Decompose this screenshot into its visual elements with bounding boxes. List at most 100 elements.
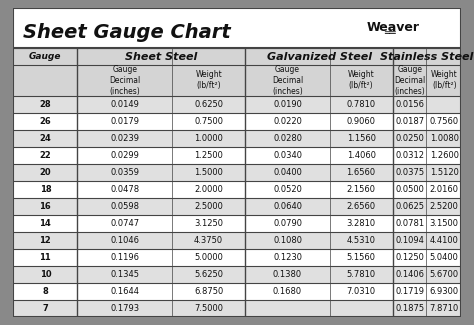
- Text: 0.0640: 0.0640: [273, 202, 302, 211]
- Text: 0.7500: 0.7500: [194, 117, 223, 125]
- Text: 0.0312: 0.0312: [396, 150, 425, 160]
- Text: 2.0000: 2.0000: [194, 185, 223, 194]
- Text: 18: 18: [39, 185, 51, 194]
- Text: 0.0400: 0.0400: [273, 168, 302, 177]
- Bar: [13, 266, 461, 283]
- Text: 0.0625: 0.0625: [396, 202, 425, 211]
- Bar: [13, 300, 461, 317]
- Text: 16: 16: [39, 202, 51, 211]
- Text: 1.1560: 1.1560: [346, 134, 375, 143]
- Text: Sheet Gauge Chart: Sheet Gauge Chart: [23, 23, 230, 42]
- Text: Gauge
Decimal
(inches): Gauge Decimal (inches): [272, 65, 303, 96]
- Text: 0.7810: 0.7810: [346, 99, 376, 109]
- Text: 1.5120: 1.5120: [430, 168, 459, 177]
- Text: 0.1406: 0.1406: [396, 270, 425, 279]
- Text: 6.8750: 6.8750: [194, 287, 223, 296]
- Text: 0.0250: 0.0250: [396, 134, 425, 143]
- Text: 1.0080: 1.0080: [430, 134, 459, 143]
- Text: 0.0375: 0.0375: [396, 168, 425, 177]
- Text: Sheet Steel: Sheet Steel: [125, 52, 198, 61]
- Text: 2.1560: 2.1560: [346, 185, 375, 194]
- Text: 1.6560: 1.6560: [346, 168, 376, 177]
- Text: 0.0220: 0.0220: [273, 117, 302, 125]
- Text: 2.5000: 2.5000: [194, 202, 223, 211]
- Text: 5.6250: 5.6250: [194, 270, 223, 279]
- Text: Weight
(lb/ft²): Weight (lb/ft²): [348, 71, 374, 90]
- Text: 7: 7: [43, 304, 48, 313]
- Bar: [13, 249, 461, 266]
- Bar: [13, 198, 461, 215]
- Text: 0.1875: 0.1875: [396, 304, 425, 313]
- Text: 5.0400: 5.0400: [430, 253, 459, 262]
- Text: 14: 14: [39, 219, 51, 228]
- Text: 0.0239: 0.0239: [110, 134, 139, 143]
- Text: 1.4060: 1.4060: [346, 150, 375, 160]
- Text: 0.1680: 0.1680: [273, 287, 302, 296]
- Text: 20: 20: [39, 168, 51, 177]
- Text: 8: 8: [43, 287, 48, 296]
- Text: 6.9300: 6.9300: [429, 287, 459, 296]
- Text: 7.5000: 7.5000: [194, 304, 223, 313]
- Bar: [13, 48, 461, 96]
- Text: 0.1250: 0.1250: [396, 253, 425, 262]
- Bar: [13, 147, 461, 163]
- Bar: [13, 181, 461, 198]
- Text: 1.0000: 1.0000: [194, 134, 223, 143]
- Text: 12: 12: [39, 236, 51, 245]
- Text: 0.0179: 0.0179: [110, 117, 139, 125]
- Text: 0.0187: 0.0187: [396, 117, 425, 125]
- Text: 0.0500: 0.0500: [396, 185, 425, 194]
- Text: 1.5000: 1.5000: [194, 168, 223, 177]
- Text: 0.9060: 0.9060: [346, 117, 375, 125]
- Text: 0.0299: 0.0299: [110, 150, 139, 160]
- Text: 2.5200: 2.5200: [430, 202, 459, 211]
- Text: Weaver: Weaver: [366, 20, 419, 33]
- Text: 0.1230: 0.1230: [273, 253, 302, 262]
- Text: 1.2500: 1.2500: [194, 150, 223, 160]
- Bar: [13, 112, 461, 130]
- Text: 10: 10: [39, 270, 51, 279]
- Bar: [13, 130, 461, 147]
- Text: 0.1196: 0.1196: [110, 253, 139, 262]
- Text: 4.5310: 4.5310: [346, 236, 375, 245]
- Text: 0.7560: 0.7560: [429, 117, 459, 125]
- Text: Weight
(lb/ft²): Weight (lb/ft²): [431, 71, 457, 90]
- Text: 0.1380: 0.1380: [273, 270, 302, 279]
- Text: 1.2600: 1.2600: [430, 150, 459, 160]
- Text: 3.1250: 3.1250: [194, 219, 223, 228]
- Text: 3.2810: 3.2810: [346, 219, 376, 228]
- Text: 11: 11: [39, 253, 51, 262]
- Text: 0.0280: 0.0280: [273, 134, 302, 143]
- Text: 0.0359: 0.0359: [110, 168, 139, 177]
- Text: 0.1644: 0.1644: [110, 287, 139, 296]
- Text: 2.0160: 2.0160: [430, 185, 459, 194]
- Bar: [13, 232, 461, 249]
- Bar: [13, 215, 461, 232]
- Text: 0.1719: 0.1719: [396, 287, 425, 296]
- Text: 0.0747: 0.0747: [110, 219, 139, 228]
- Text: Galvanized Steel: Galvanized Steel: [266, 52, 372, 61]
- Text: 0.1046: 0.1046: [110, 236, 139, 245]
- Text: 2.6560: 2.6560: [346, 202, 376, 211]
- Text: 7.0310: 7.0310: [346, 287, 376, 296]
- Text: ══: ══: [384, 28, 396, 38]
- Text: 7.8710: 7.8710: [429, 304, 459, 313]
- Bar: [13, 96, 461, 112]
- Text: 4.3750: 4.3750: [194, 236, 223, 245]
- Text: 4.4100: 4.4100: [430, 236, 459, 245]
- Text: 5.7810: 5.7810: [346, 270, 376, 279]
- Text: 22: 22: [39, 150, 51, 160]
- Text: 28: 28: [39, 99, 51, 109]
- Text: 24: 24: [39, 134, 51, 143]
- Bar: [13, 48, 461, 317]
- Text: 26: 26: [39, 117, 51, 125]
- Text: 0.1793: 0.1793: [110, 304, 139, 313]
- Text: Stainless Steel: Stainless Steel: [380, 52, 474, 61]
- Text: 5.6700: 5.6700: [429, 270, 459, 279]
- Bar: [13, 163, 461, 181]
- Text: 0.0190: 0.0190: [273, 99, 302, 109]
- Text: 5.1560: 5.1560: [346, 253, 375, 262]
- Text: 0.0149: 0.0149: [110, 99, 139, 109]
- Text: 0.0520: 0.0520: [273, 185, 302, 194]
- Text: 0.1080: 0.1080: [273, 236, 302, 245]
